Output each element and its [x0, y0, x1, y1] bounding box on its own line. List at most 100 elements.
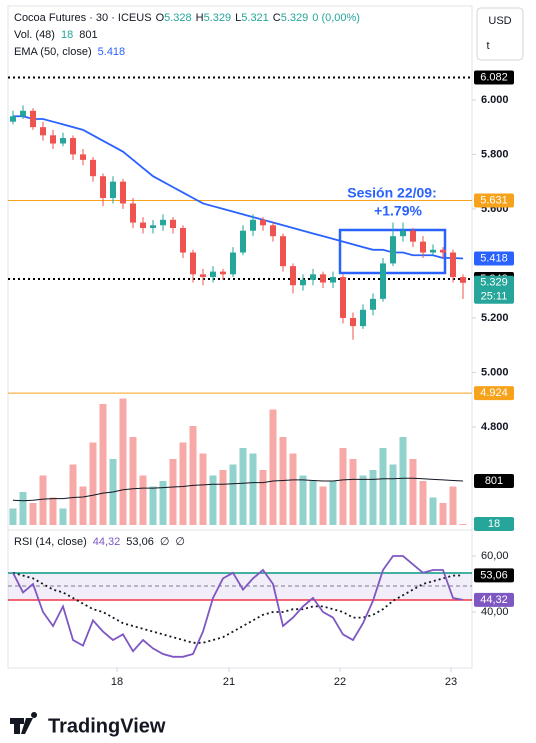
c-value: 5.329 — [281, 12, 309, 24]
volume-bar — [299, 475, 307, 525]
candle-body — [380, 263, 386, 299]
o-value: 5.328 — [164, 12, 192, 24]
volume-bar — [439, 503, 447, 525]
volume-bar — [29, 503, 37, 525]
vol-last: 18 — [61, 29, 73, 41]
volume-ma-line — [12, 477, 464, 502]
countdown: 25:11 — [481, 291, 508, 303]
candle-body — [250, 219, 256, 231]
ema-value: 5.418 — [98, 46, 126, 58]
volume-bar — [259, 470, 267, 525]
logo-icon — [10, 712, 38, 734]
annotation-line2: +1.79% — [374, 203, 422, 219]
candle-body — [290, 266, 296, 286]
volume-bar — [239, 448, 247, 525]
volume-bar — [309, 481, 317, 525]
candle-body — [110, 181, 116, 199]
rsi-label: RSI (14, close) — [14, 536, 87, 548]
price-line-tag-bg — [474, 193, 514, 208]
vol-ma: 801 — [79, 29, 97, 41]
volume-bar — [249, 453, 257, 525]
volume-bar — [189, 426, 197, 525]
rsi-s2: ∅ — [175, 536, 185, 548]
ema-tag-bg — [474, 251, 514, 266]
symbol: Cocoa Futures · 30 · ICEUS — [14, 12, 152, 24]
rsi-value: 44,32 — [93, 536, 121, 548]
x-tick-label: 23 — [445, 676, 457, 688]
candle-body — [450, 252, 456, 278]
x-tick-label: 21 — [223, 676, 235, 688]
rsi-tag: 44,32 — [480, 594, 508, 606]
candle-body — [340, 277, 346, 318]
volume-bar — [379, 448, 387, 525]
volume-tag-bg — [474, 517, 514, 532]
currency-sub: t — [486, 40, 489, 52]
volume-bar — [49, 497, 57, 525]
candle-body — [10, 116, 16, 122]
candle-body — [50, 135, 56, 144]
candle-body — [420, 241, 426, 253]
candle-body — [90, 159, 96, 177]
volume-bar — [19, 492, 27, 525]
volume-bar — [99, 404, 107, 525]
volume-bar — [119, 398, 127, 525]
candle-body — [270, 225, 276, 237]
volume-bar — [159, 481, 167, 525]
c-label: C — [273, 12, 281, 24]
candle-body — [240, 230, 246, 253]
candle-body — [170, 219, 176, 228]
rsi-tag-bg — [474, 568, 514, 583]
volume-bar — [449, 486, 457, 525]
candle-body — [360, 309, 366, 327]
rsi-ma-value: 53,06 — [126, 536, 154, 548]
y-tick-label: 5.800 — [481, 148, 509, 160]
price-line-tag-bg — [474, 70, 514, 85]
y-tick-label: 4.800 — [481, 421, 509, 433]
price-line-tag-bg — [474, 386, 514, 401]
volume-bar — [279, 437, 287, 525]
legend-main: Cocoa Futures · 30 · ICEUS O5.328 H5.329 L5… — [14, 12, 360, 24]
ema-label: EMA (50, close) — [14, 46, 92, 58]
volume-tag: 18 — [488, 518, 500, 530]
l-value: 5.321 — [241, 12, 269, 24]
candle-body — [20, 110, 26, 117]
last-price: 5.329 — [480, 277, 508, 289]
rsi-s1: ∅ — [160, 536, 170, 548]
logo-text: TradingView — [48, 715, 166, 737]
candle-body — [30, 110, 36, 128]
legend-rsi: RSI (14, close) 44,32 53,06 ∅ ∅ — [14, 536, 185, 548]
x-tick-label: 22 — [334, 676, 346, 688]
candle-body — [150, 225, 156, 228]
candle-body — [280, 236, 286, 267]
volume-bar — [139, 475, 147, 525]
volume-bar — [59, 508, 67, 525]
candle-body — [430, 249, 436, 253]
rsi-line — [12, 555, 464, 658]
x-tick-label: 18 — [111, 676, 123, 688]
candle-body — [300, 279, 306, 286]
legend-vol: Vol. (48) 18 801 — [14, 29, 98, 41]
volume-bar — [429, 497, 437, 525]
rsi-tag-bg — [474, 592, 514, 607]
rsi-tick-label: 40,00 — [481, 606, 509, 618]
candle-body — [100, 176, 106, 199]
candle-body — [40, 127, 46, 136]
vol-label: Vol. (48) — [14, 29, 55, 41]
candle-body — [70, 138, 76, 155]
candle-body — [210, 271, 216, 278]
volume-bar — [389, 464, 397, 525]
y-tick-label: 5.200 — [481, 312, 509, 324]
candle-body — [330, 277, 336, 283]
rsi-tick-label: 60,00 — [481, 550, 509, 562]
last-price-bg — [474, 275, 514, 304]
candle-body — [230, 252, 236, 275]
volume-bar — [329, 481, 337, 525]
candle-body — [80, 154, 86, 160]
candle-body — [200, 274, 206, 278]
currency-button[interactable] — [476, 7, 524, 61]
volume-bar — [349, 459, 357, 525]
volume-bar — [269, 409, 277, 525]
volume-bar — [169, 459, 177, 525]
